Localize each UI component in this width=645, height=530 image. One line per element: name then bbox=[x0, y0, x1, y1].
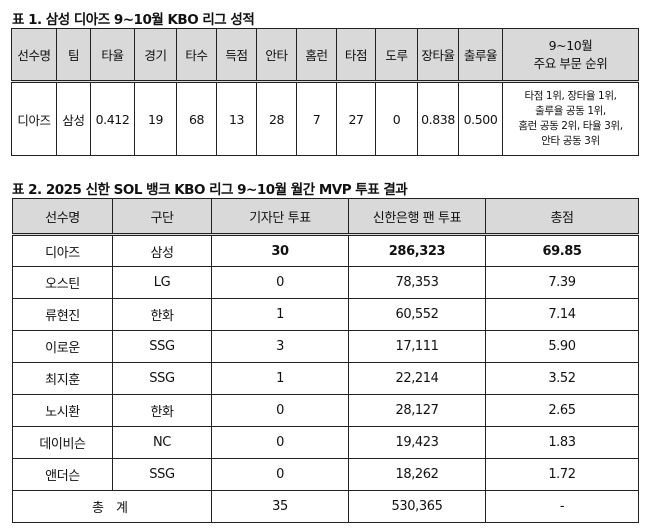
total-label: 총 계 bbox=[12, 490, 212, 523]
cell: - bbox=[485, 490, 639, 523]
header-cell: 타수 bbox=[176, 28, 217, 83]
table1-title: 표 1. 삼성 디아즈 9~10월 KBO 리그 성적 bbox=[12, 12, 255, 28]
cell: 0 bbox=[375, 81, 418, 156]
rank-line: 홈런 공동 2위, 타율 3위, bbox=[518, 120, 623, 132]
cell: 27 bbox=[336, 81, 376, 156]
rank-line: 타점 1위, 장타율 1위, bbox=[524, 90, 617, 102]
header-cell: 타율 bbox=[90, 28, 135, 83]
header-cell: 선수명 bbox=[11, 28, 57, 83]
cell: 0 bbox=[211, 458, 349, 491]
cell: 0 bbox=[211, 394, 349, 427]
table-row: 이로운 SSG 3 17,111 5.90 bbox=[12, 330, 639, 363]
cell: NC bbox=[112, 426, 212, 459]
header-cell: 신한은행 팬 투표 bbox=[348, 198, 486, 236]
header-row: 선수명 구단 기자단 투표 신한은행 팬 투표 총점 bbox=[12, 198, 639, 236]
cell: 78,353 bbox=[348, 266, 486, 299]
cell: 530,365 bbox=[348, 490, 486, 523]
cell: 60,552 bbox=[348, 298, 486, 331]
cell: 19,423 bbox=[348, 426, 486, 459]
cell: 0 bbox=[211, 266, 349, 299]
header-cell: 도루 bbox=[375, 28, 418, 83]
cell: 삼성 bbox=[112, 234, 212, 267]
cell: 69.85 bbox=[485, 234, 639, 267]
cell: 18,262 bbox=[348, 458, 486, 491]
header-cell: 타점 bbox=[336, 28, 376, 83]
cell: 한화 bbox=[112, 298, 212, 331]
table-row: 노시환 한화 0 28,127 2.65 bbox=[12, 394, 639, 427]
rank-line: 출루율 공동 1위, bbox=[535, 105, 606, 117]
header-line: 주요 부문 순위 bbox=[533, 55, 608, 71]
ranks-cell: 타점 1위, 장타율 1위, 출루율 공동 1위, 홈런 공동 2위, 타율 3… bbox=[502, 81, 639, 156]
header-cell: 장타율 bbox=[417, 28, 459, 83]
cell: 35 bbox=[211, 490, 349, 523]
rank-line: 안타 공동 3위 bbox=[541, 135, 600, 147]
header-cell: 기자단 투표 bbox=[211, 198, 349, 236]
cell: 28 bbox=[256, 81, 297, 156]
cell: 2.65 bbox=[485, 394, 639, 427]
header-cell: 경기 bbox=[134, 28, 177, 83]
header-cell: 홈런 bbox=[296, 28, 337, 83]
table-row: 오스틴 LG 0 78,353 7.39 bbox=[12, 266, 639, 299]
stats-table: 선수명 팀 타율 경기 타수 득점 안타 홈런 타점 도루 장타율 출루율 9~… bbox=[11, 28, 639, 156]
cell: SSG bbox=[112, 330, 212, 363]
cell: 디아즈 bbox=[12, 234, 113, 267]
cell: 1 bbox=[211, 362, 349, 395]
header-cell: 팀 bbox=[56, 28, 91, 83]
cell: 7.39 bbox=[485, 266, 639, 299]
cell: 22,214 bbox=[348, 362, 486, 395]
header-cell: 안타 bbox=[256, 28, 297, 83]
table-row: 디아즈 삼성 30 286,323 69.85 bbox=[12, 234, 639, 267]
cell: 데이비슨 bbox=[12, 426, 113, 459]
cell: 1.72 bbox=[485, 458, 639, 491]
table-row: 데이비슨 NC 0 19,423 1.83 bbox=[12, 426, 639, 459]
cell: 앤더슨 bbox=[12, 458, 113, 491]
cell: 0.412 bbox=[90, 81, 135, 156]
header-cell: 구단 bbox=[112, 198, 212, 236]
table-row: 최지훈 SSG 1 22,214 3.52 bbox=[12, 362, 639, 395]
cell: LG bbox=[112, 266, 212, 299]
cell: 삼성 bbox=[56, 81, 91, 156]
table-row: 디아즈 삼성 0.412 19 68 13 28 7 27 0 0.838 0.… bbox=[11, 81, 639, 156]
cell: 3.52 bbox=[485, 362, 639, 395]
cell: 17,111 bbox=[348, 330, 486, 363]
cell: 13 bbox=[216, 81, 257, 156]
cell: 이로운 bbox=[12, 330, 113, 363]
total-row: 총 계 35 530,365- bbox=[12, 490, 639, 523]
cell: 최지훈 bbox=[12, 362, 113, 395]
cell: 디아즈 bbox=[11, 81, 57, 156]
cell: 7.14 bbox=[485, 298, 639, 331]
cell: 3 bbox=[211, 330, 349, 363]
cell: SSG bbox=[112, 458, 212, 491]
cell: 19 bbox=[134, 81, 177, 156]
cell: 한화 bbox=[112, 394, 212, 427]
header-cell: 득점 bbox=[216, 28, 257, 83]
header-cell-ranks: 9~10월 주요 부문 순위 bbox=[502, 28, 639, 83]
cell: 0.838 bbox=[417, 81, 459, 156]
cell: 노시환 bbox=[12, 394, 113, 427]
cell: 7 bbox=[296, 81, 337, 156]
cell: 오스틴 bbox=[12, 266, 113, 299]
cell: 1.83 bbox=[485, 426, 639, 459]
cell: SSG bbox=[112, 362, 212, 395]
cell: 28,127 bbox=[348, 394, 486, 427]
table-row: 류현진 한화 1 60,552 7.14 bbox=[12, 298, 639, 331]
table2-title: 표 2. 2025 신한 SOL 뱅크 KBO 리그 9~10월 월간 MVP … bbox=[12, 182, 408, 198]
cell: 0 bbox=[211, 426, 349, 459]
cell: 68 bbox=[176, 81, 217, 156]
header-line: 9~10월 bbox=[548, 37, 593, 53]
cell: 30 bbox=[211, 234, 349, 267]
table-row: 앤더슨 SSG 0 18,262 1.72 bbox=[12, 458, 639, 491]
cell: 5.90 bbox=[485, 330, 639, 363]
cell: 0.500 bbox=[458, 81, 503, 156]
header-row: 선수명 팀 타율 경기 타수 득점 안타 홈런 타점 도루 장타율 출루율 9~… bbox=[11, 28, 639, 83]
header-cell: 출루율 bbox=[458, 28, 503, 83]
header-cell: 총점 bbox=[485, 198, 639, 236]
cell: 1 bbox=[211, 298, 349, 331]
cell: 류현진 bbox=[12, 298, 113, 331]
cell: 286,323 bbox=[348, 234, 486, 267]
header-cell: 선수명 bbox=[12, 198, 113, 236]
mvp-vote-table: 선수명 구단 기자단 투표 신한은행 팬 투표 총점 디아즈 삼성 30 286,32… bbox=[12, 198, 639, 523]
